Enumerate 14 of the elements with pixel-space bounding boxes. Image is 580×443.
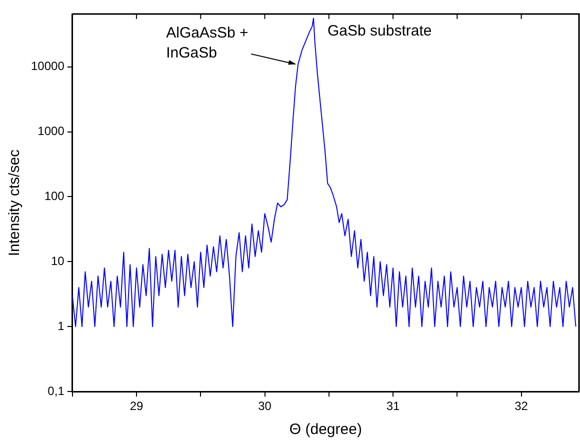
y-tick-label: 10: [51, 254, 65, 268]
y-axis-title: Intensity cts/sec: [6, 148, 24, 256]
x-axis-title: Θ (degree): [289, 421, 362, 438]
annotation: AlGaAsSb + InGaSb: [166, 24, 248, 62]
x-tick-label: 29: [130, 399, 144, 414]
x-tick-label: 32: [514, 399, 528, 414]
y-tick-label: 100: [44, 189, 65, 204]
x-tick-label: 31: [386, 399, 400, 414]
y-tick-label: 1000: [38, 124, 65, 138]
x-tick-label: 30: [258, 399, 272, 414]
y-tick-label: 1: [58, 318, 65, 333]
y-tick-label: 10000: [30, 59, 65, 74]
annotation: GaSb substrate: [328, 22, 432, 40]
y-tick-label: 0,1: [48, 384, 65, 398]
